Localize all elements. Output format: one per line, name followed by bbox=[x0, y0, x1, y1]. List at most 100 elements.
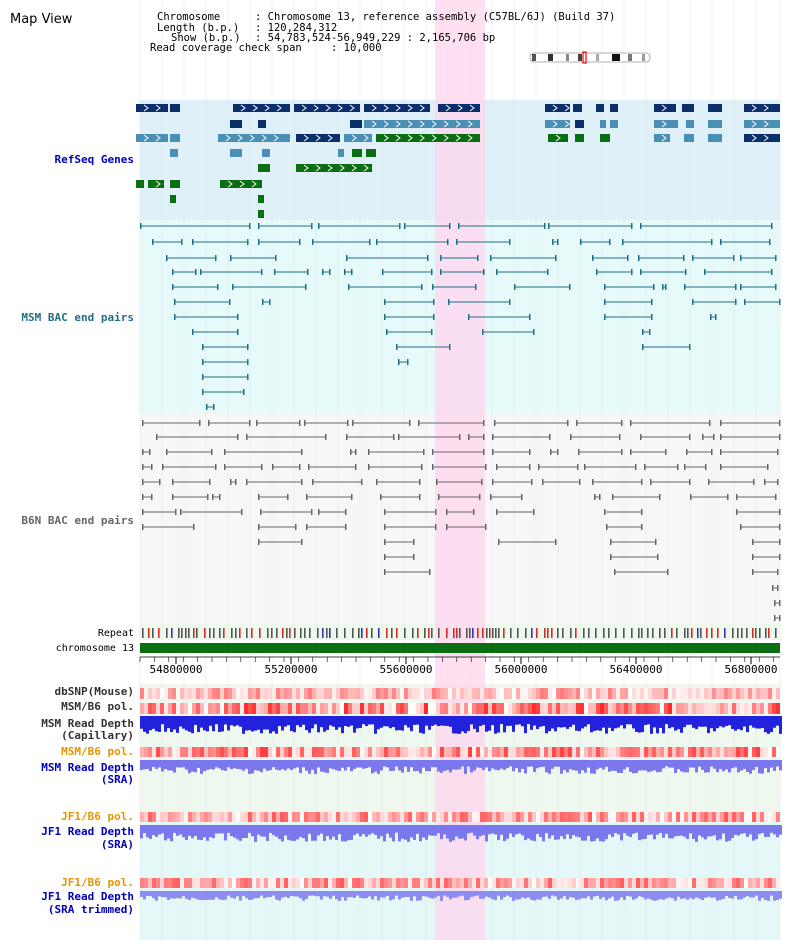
msm-depth-capillary-bar bbox=[698, 716, 701, 727]
gene-block[interactable] bbox=[684, 134, 694, 142]
gene-block[interactable] bbox=[610, 120, 618, 128]
gene-block[interactable] bbox=[258, 120, 266, 128]
gene-block[interactable] bbox=[575, 120, 584, 128]
read-depth-tracks[interactable] bbox=[140, 716, 782, 901]
gene-block[interactable] bbox=[744, 134, 780, 142]
gene-block[interactable] bbox=[744, 120, 780, 128]
gene-block[interactable] bbox=[708, 134, 722, 142]
gene-block[interactable] bbox=[258, 164, 270, 172]
gene-block[interactable] bbox=[233, 104, 290, 112]
gene-block[interactable] bbox=[364, 104, 430, 112]
msm-depth-capillary-bar bbox=[464, 716, 467, 734]
msm-depth-sra-bar bbox=[173, 760, 176, 773]
gene-block[interactable] bbox=[573, 104, 582, 112]
b6n-bac-label[interactable]: B6N BAC end pairs bbox=[21, 514, 134, 527]
jf1-b6-pol-cell bbox=[468, 878, 472, 888]
gene-block[interactable] bbox=[170, 195, 176, 203]
b6n-bac-track[interactable] bbox=[142, 420, 781, 621]
msm-depth-capillary-bar bbox=[200, 716, 203, 728]
gene-block[interactable] bbox=[376, 134, 480, 142]
gene-block[interactable] bbox=[438, 104, 480, 112]
msm-b6-pol-cell bbox=[676, 703, 680, 714]
gene-block[interactable] bbox=[170, 104, 180, 112]
bac-end-marker bbox=[542, 479, 544, 485]
msm-bac-track[interactable] bbox=[140, 223, 781, 410]
msm-depth-capillary-bar bbox=[773, 716, 776, 728]
gene-block[interactable] bbox=[170, 149, 178, 157]
dbsnp-cell bbox=[772, 688, 776, 699]
gene-block[interactable] bbox=[344, 134, 372, 142]
gene-block[interactable] bbox=[600, 120, 606, 128]
gene-block[interactable] bbox=[708, 120, 722, 128]
gene-block[interactable] bbox=[258, 195, 264, 203]
msm-depth-capillary-bar bbox=[608, 716, 611, 728]
highlight-region[interactable] bbox=[435, 0, 485, 940]
msm-b6-pol-cell bbox=[208, 703, 212, 714]
jf1-b6-pol-cell bbox=[404, 812, 408, 822]
gene-block[interactable] bbox=[654, 104, 676, 112]
msm-depth-capillary-bar bbox=[293, 716, 296, 733]
gene-block[interactable] bbox=[296, 134, 340, 142]
gene-block[interactable] bbox=[682, 104, 694, 112]
gene-block[interactable] bbox=[364, 120, 480, 128]
gene-block[interactable] bbox=[136, 180, 144, 188]
refseq-genes-label[interactable]: RefSeq Genes bbox=[55, 153, 134, 166]
gene-block[interactable] bbox=[654, 134, 670, 142]
gene-block[interactable] bbox=[744, 104, 780, 112]
gene-block[interactable] bbox=[170, 134, 180, 142]
strand-arrow bbox=[273, 134, 279, 142]
jf1-depth-bar bbox=[593, 825, 596, 842]
dbsnp-cell bbox=[196, 688, 200, 699]
bac-end-marker bbox=[432, 464, 434, 470]
gene-block[interactable] bbox=[296, 164, 372, 172]
jf1-b6-pol-cell bbox=[628, 878, 632, 888]
gene-block[interactable] bbox=[230, 120, 242, 128]
msm-b6-pol-cell bbox=[592, 747, 596, 757]
strand-arrow bbox=[763, 134, 769, 142]
msm-b6-pol-cell bbox=[156, 703, 160, 714]
jf1-b6-pol-cell bbox=[660, 812, 664, 822]
msm-bac-label[interactable]: MSM BAC end pairs bbox=[21, 311, 134, 324]
gene-block[interactable] bbox=[686, 120, 694, 128]
gene-block[interactable] bbox=[136, 104, 168, 112]
strand-arrow bbox=[467, 120, 473, 128]
gene-block[interactable] bbox=[136, 134, 168, 142]
gene-block[interactable] bbox=[352, 149, 362, 157]
gene-block[interactable] bbox=[338, 149, 344, 157]
gene-block[interactable] bbox=[366, 149, 376, 157]
gene-block[interactable] bbox=[575, 134, 584, 142]
gene-block[interactable] bbox=[610, 104, 618, 112]
gene-block[interactable] bbox=[220, 180, 262, 188]
msm-depth-capillary-bar bbox=[593, 716, 596, 731]
gene-block[interactable] bbox=[548, 134, 568, 142]
dbsnp-cell bbox=[592, 688, 596, 699]
gene-block[interactable] bbox=[148, 180, 164, 188]
gene-block[interactable] bbox=[230, 149, 242, 157]
gene-block[interactable] bbox=[708, 104, 722, 112]
jf1-depth-bar bbox=[476, 825, 479, 840]
jf1-b6-pol-cell bbox=[376, 878, 380, 888]
bac-end-marker bbox=[459, 434, 461, 440]
jf1-depth-bar bbox=[635, 825, 638, 833]
repeat-track[interactable] bbox=[142, 628, 777, 638]
refseq-genes-track[interactable] bbox=[136, 104, 780, 218]
jf1-depth-bar bbox=[524, 825, 527, 841]
gene-block[interactable] bbox=[350, 120, 362, 128]
gene-block[interactable] bbox=[294, 104, 360, 112]
gene-block[interactable] bbox=[170, 180, 180, 188]
gene-block[interactable] bbox=[596, 104, 604, 112]
gene-block[interactable] bbox=[600, 134, 610, 142]
msm-b6-pol-cell bbox=[660, 747, 664, 757]
strand-arrow bbox=[455, 134, 461, 142]
repeat-element bbox=[322, 628, 324, 638]
msm-b6-pol-cell bbox=[280, 747, 284, 757]
msm-b6-pol-cell bbox=[508, 703, 512, 714]
chromosome-bar[interactable] bbox=[140, 643, 780, 653]
msm-depth-sra-bar bbox=[671, 760, 674, 768]
msm-depth-capillary-bar bbox=[656, 716, 659, 734]
gene-block[interactable] bbox=[258, 210, 264, 218]
gene-block[interactable] bbox=[262, 149, 270, 157]
polymorphism-heatmaps[interactable] bbox=[140, 688, 780, 888]
chromosome-ideogram[interactable] bbox=[529, 51, 651, 64]
